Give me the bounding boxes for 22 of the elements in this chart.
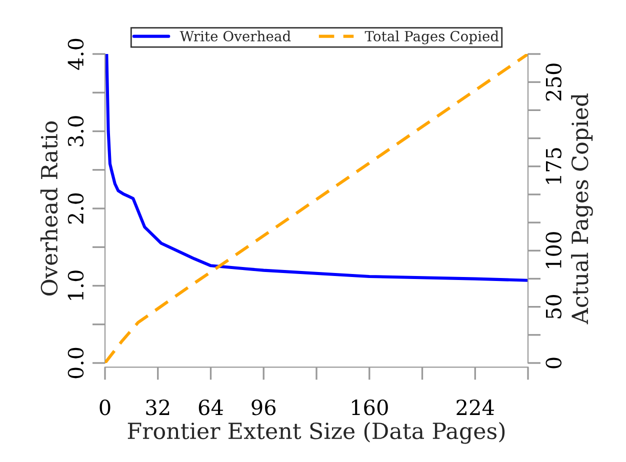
x-tick-label: 32: [146, 399, 170, 416]
legend-label: Total Pages Copied: [364, 30, 499, 44]
y-axis-title: Overhead Ratio: [40, 121, 58, 296]
y-tick-label: 3.0: [68, 116, 84, 146]
y2-tick-label: 0: [546, 358, 562, 368]
y-tick-label: 2.0: [68, 193, 84, 224]
y2-axis-title: Actual Pages Copied: [571, 94, 593, 324]
x-tick-label: 160: [352, 399, 388, 416]
legend-label: Write Overhead: [180, 30, 291, 42]
y2-tick-label: 175: [546, 148, 562, 184]
y-tick-label: 1.0: [68, 270, 84, 300]
y2-tick-label: 250: [546, 64, 562, 101]
y2-tick-label: 50: [546, 294, 562, 318]
x-tick-label: 0: [100, 399, 110, 416]
x-tick-label: 64: [198, 399, 223, 416]
y-tick-label: 0.0: [68, 348, 84, 378]
y-tick-label: 4.0: [68, 38, 84, 70]
x-axis-title: Frontier Extent Size (Data Pages): [128, 422, 505, 444]
x-tick-label: 96: [252, 399, 276, 416]
y2-tick-label: 100: [546, 232, 562, 268]
line-series: [105, 54, 528, 282]
x-tick-label: 224: [456, 399, 494, 415]
